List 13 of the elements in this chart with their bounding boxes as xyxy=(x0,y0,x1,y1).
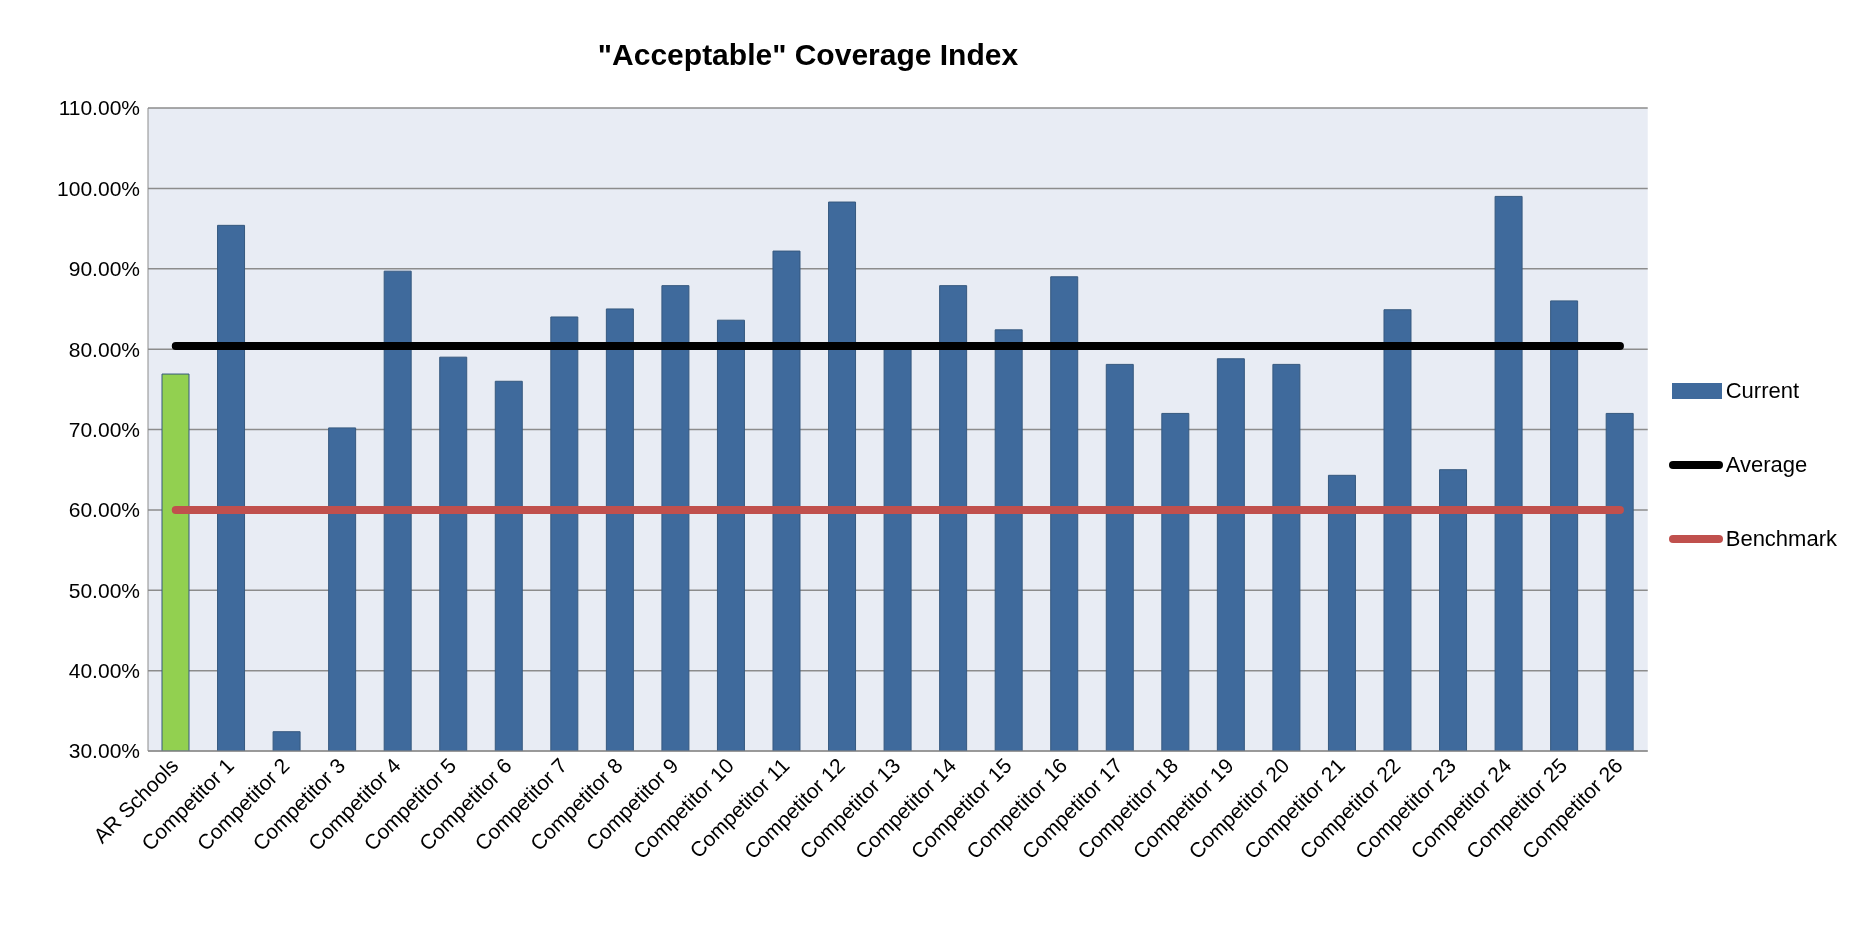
legend-label: Current xyxy=(1725,377,1800,404)
y-tick-label: 100.00% xyxy=(57,176,140,200)
y-tick-label: 110.00% xyxy=(58,96,140,120)
y-tick-label: 90.00% xyxy=(68,257,140,281)
y-tick-label: 50.00% xyxy=(68,578,140,602)
legend-label: Average xyxy=(1725,451,1808,478)
legend-label: Benchmark xyxy=(1725,525,1837,552)
y-tick-label: 30.00% xyxy=(68,739,140,763)
y-tick-label: 40.00% xyxy=(68,659,140,683)
y-tick-label: 70.00% xyxy=(68,417,140,441)
y-tick-label: 80.00% xyxy=(68,337,140,361)
chart-title: "Acceptable" Coverage Index xyxy=(596,38,1020,72)
y-tick-label: 60.00% xyxy=(68,498,140,522)
